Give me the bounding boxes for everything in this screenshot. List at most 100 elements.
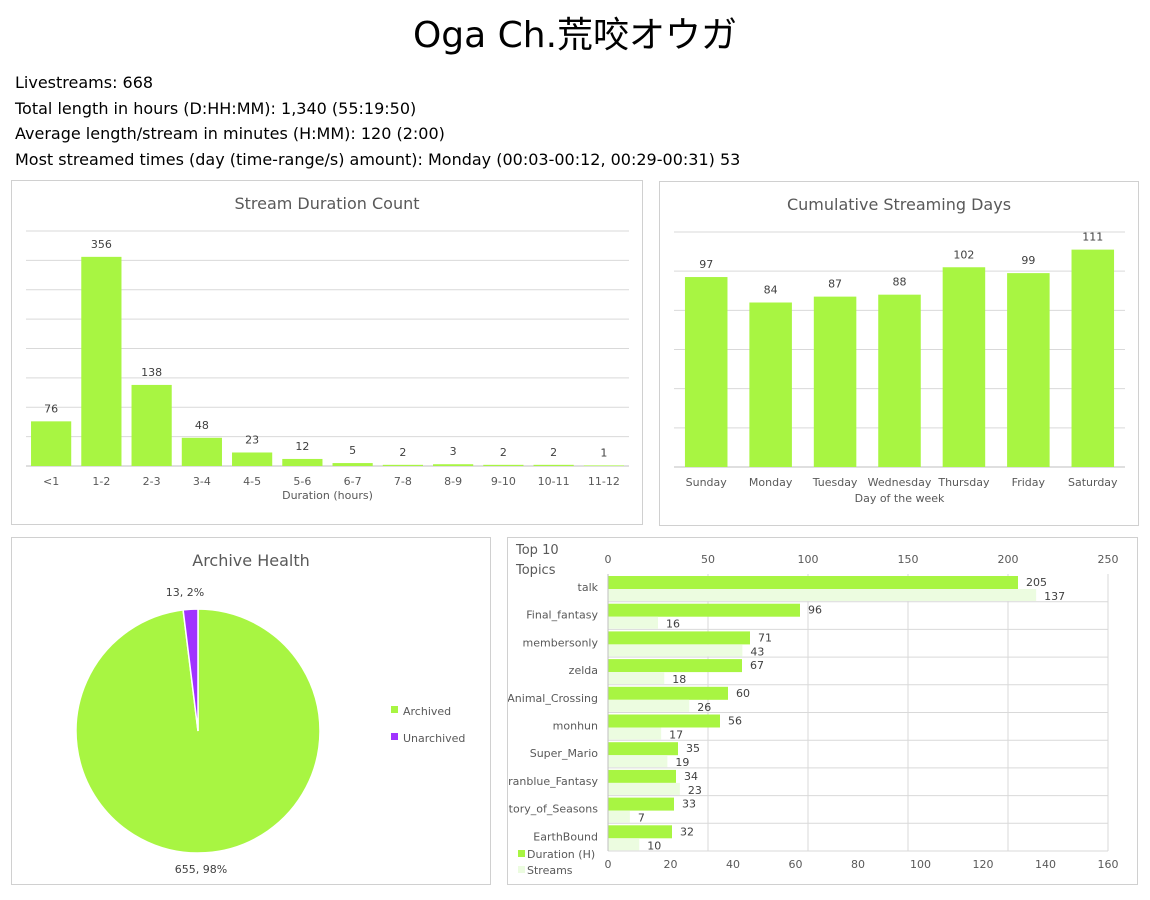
top-axis-tick: 0: [605, 553, 612, 566]
x-tick-label: Friday: [1012, 476, 1046, 489]
x-tick-label: 4-5: [243, 475, 261, 488]
data-label-duration: 34: [684, 770, 698, 783]
bar-streams: [608, 838, 640, 851]
data-label: 99: [1021, 254, 1035, 267]
chart-title: Archive Health: [192, 551, 310, 570]
page-title: Oga Ch.荒咬オウガ: [412, 15, 738, 56]
data-label-duration: 71: [758, 631, 772, 644]
bottom-axis-tick: 160: [1098, 858, 1119, 871]
bar: [684, 277, 728, 467]
x-tick-label: Saturday: [1068, 476, 1118, 489]
bar: [282, 458, 323, 466]
data-label-streams: 137: [1044, 590, 1065, 603]
duration-count-panel: Stream Duration Count 76 <1 356 1-2 138 2-3 48 3…: [11, 180, 643, 525]
x-tick-label: 1-2: [92, 475, 110, 488]
stats-block: Livestreams: 668 Total length in hours (…: [15, 72, 740, 174]
y-tick-label: Story_of_Seasons: [508, 803, 598, 816]
data-label-archived: 655, 98%: [175, 863, 227, 876]
bar-duration: [608, 797, 674, 811]
bar: [583, 465, 624, 466]
y-tick-label: EarthBound: [533, 830, 598, 843]
chart-title-line: Top 10: [515, 543, 559, 558]
bar: [131, 384, 172, 466]
chart-title-line: Topics: [515, 563, 556, 578]
y-tick-label: Final_fantasy: [526, 609, 598, 622]
x-tick-label: 8-9: [444, 475, 462, 488]
data-label-duration: 60: [736, 687, 750, 700]
data-label-streams: 10: [647, 839, 661, 852]
bar: [749, 302, 792, 467]
bottom-axis-tick: 40: [726, 858, 740, 871]
stat-livestreams: Livestreams: 668: [15, 73, 154, 92]
legend-swatch: [518, 850, 525, 857]
x-tick-label: Monday: [749, 476, 793, 489]
streaming-days-chart: Cumulative Streaming Days 97 Sunday 84 Monda…: [674, 195, 1125, 505]
legend-swatch: [391, 706, 398, 713]
bar: [533, 464, 574, 466]
bar: [433, 464, 474, 466]
x-tick-label: Wednesday: [868, 476, 932, 489]
data-label-streams: 17: [669, 729, 683, 742]
data-label: 1: [600, 446, 607, 459]
bar-streams: [608, 672, 665, 685]
bottom-axis-tick: 120: [973, 858, 994, 871]
x-tick-label: 2-3: [143, 475, 161, 488]
y-tick-label: zelda: [569, 664, 598, 677]
data-label-unarchived: 13, 2%: [166, 586, 204, 599]
streaming-days-panel: Cumulative Streaming Days 97 Sunday 84 Monda…: [659, 181, 1139, 526]
top-axis-tick: 250: [1098, 553, 1119, 566]
data-label: 2: [399, 446, 406, 459]
bar-duration: [608, 576, 1018, 589]
bar: [942, 267, 986, 467]
y-tick-label: Granblue_Fantasy: [508, 775, 598, 788]
data-label-duration: 96: [808, 604, 822, 617]
data-label: 138: [141, 366, 162, 379]
top-axis-tick: 100: [798, 553, 819, 566]
data-label: 3: [450, 445, 457, 458]
x-tick-label: 5-6: [293, 475, 311, 488]
data-label: 87: [828, 278, 842, 291]
data-label-duration: 67: [750, 659, 764, 672]
x-tick-label: Sunday: [686, 476, 728, 489]
data-label-duration: 35: [686, 742, 700, 755]
bar: [332, 463, 373, 466]
bar-duration: [608, 825, 672, 839]
data-label-streams: 7: [638, 812, 645, 825]
bar-duration: [608, 659, 742, 673]
x-tick-label: Thursday: [937, 476, 990, 489]
x-tick-label: <1: [43, 475, 59, 488]
bar: [31, 421, 72, 466]
data-label: 111: [1082, 231, 1103, 244]
x-axis-title: Day of the week: [855, 492, 945, 505]
bottom-axis-tick: 0: [605, 858, 612, 871]
slice-unarchived: [182, 608, 199, 732]
bar: [81, 256, 122, 466]
data-label-streams: 19: [675, 756, 689, 769]
x-tick-label: 10-11: [538, 475, 570, 488]
data-label-duration: 33: [682, 798, 696, 811]
bar-duration: [608, 714, 720, 728]
bar-streams: [608, 810, 630, 823]
top-topics-panel: Top 10 Topics 0 50 100 150 200 250 0 20 40 60 80 100 1…: [507, 537, 1138, 885]
bar: [813, 296, 857, 467]
stat-total-length: Total length in hours (D:HH:MM): 1,340 (…: [15, 98, 417, 118]
legend-label: Archived: [403, 705, 451, 718]
x-tick-label: 3-4: [193, 475, 211, 488]
legend-swatch: [391, 733, 398, 740]
bar: [181, 437, 222, 466]
legend-label: Streams: [527, 864, 573, 877]
y-tick-label: monhun: [553, 720, 598, 733]
legend-swatch: [518, 866, 525, 873]
data-label: 84: [764, 284, 778, 297]
bar-duration: [608, 686, 728, 700]
data-label-duration: 205: [1026, 576, 1047, 589]
bottom-axis-tick: 20: [664, 858, 678, 871]
x-tick-label: Tuesday: [812, 476, 858, 489]
bar: [1071, 249, 1115, 467]
bar-streams: [608, 699, 690, 712]
data-label: 2: [550, 446, 557, 459]
bottom-axis-tick: 80: [851, 858, 865, 871]
data-label: 88: [893, 276, 907, 289]
legend-label: Duration (H): [527, 848, 595, 861]
data-label: 5: [349, 444, 356, 457]
